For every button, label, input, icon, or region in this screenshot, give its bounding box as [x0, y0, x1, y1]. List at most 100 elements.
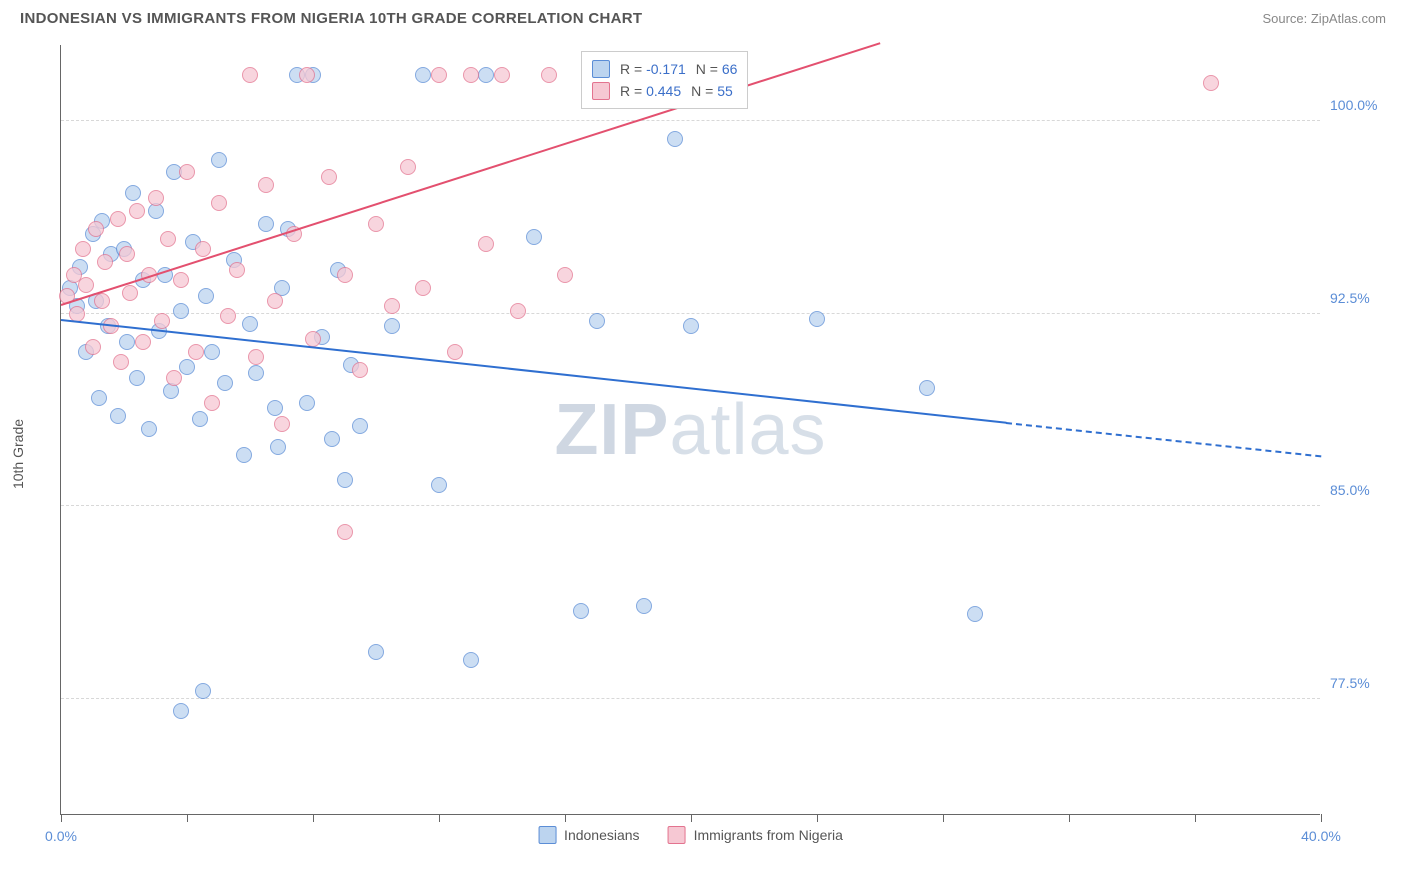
scatter-point: [510, 303, 526, 319]
x-tick: [565, 814, 566, 822]
scatter-point: [667, 131, 683, 147]
gridline: [61, 313, 1320, 314]
y-axis-label: 10th Grade: [10, 419, 26, 489]
y-tick-label: 77.5%: [1330, 675, 1400, 691]
legend-row: R = -0.171 N = 66: [592, 58, 737, 80]
scatter-point: [211, 195, 227, 211]
scatter-point: [384, 298, 400, 314]
watermark: ZIPatlas: [554, 389, 826, 471]
scatter-point: [463, 652, 479, 668]
scatter-point: [384, 318, 400, 334]
scatter-point: [94, 293, 110, 309]
legend-row: R = 0.445N = 55: [592, 80, 737, 102]
series-legend-item: Indonesians: [538, 826, 640, 844]
legend-r-label: R = -0.171: [620, 61, 686, 77]
scatter-point: [154, 313, 170, 329]
scatter-point: [211, 152, 227, 168]
scatter-point: [1203, 75, 1219, 91]
scatter-point: [478, 67, 494, 83]
scatter-point: [148, 190, 164, 206]
scatter-point: [122, 285, 138, 301]
scatter-point: [173, 703, 189, 719]
x-tick: [1195, 814, 1196, 822]
scatter-point: [119, 246, 135, 262]
legend-swatch: [538, 826, 556, 844]
scatter-point: [179, 164, 195, 180]
y-tick-label: 100.0%: [1330, 97, 1400, 113]
series-legend: Indonesians Immigrants from Nigeria: [538, 826, 843, 844]
scatter-point: [192, 411, 208, 427]
scatter-point: [166, 370, 182, 386]
scatter-point: [85, 339, 101, 355]
scatter-point: [400, 159, 416, 175]
scatter-point: [125, 185, 141, 201]
scatter-point: [526, 229, 542, 245]
scatter-point: [141, 421, 157, 437]
series-legend-item: Immigrants from Nigeria: [668, 826, 843, 844]
scatter-point: [321, 169, 337, 185]
y-tick-label: 92.5%: [1330, 290, 1400, 306]
watermark-bold: ZIP: [554, 390, 669, 470]
scatter-point: [337, 267, 353, 283]
gridline: [61, 698, 1320, 699]
scatter-point: [188, 344, 204, 360]
x-tick-label: 0.0%: [45, 828, 77, 844]
scatter-point: [337, 472, 353, 488]
correlation-legend: R = -0.171 N = 66 R = 0.445N = 55: [581, 51, 748, 109]
scatter-point: [69, 306, 85, 322]
scatter-point: [195, 683, 211, 699]
scatter-point: [415, 67, 431, 83]
legend-swatch: [668, 826, 686, 844]
scatter-point: [258, 177, 274, 193]
scatter-point: [967, 606, 983, 622]
scatter-point: [337, 524, 353, 540]
x-tick: [943, 814, 944, 822]
scatter-point: [248, 365, 264, 381]
x-tick: [187, 814, 188, 822]
scatter-point: [299, 395, 315, 411]
x-tick: [61, 814, 62, 822]
scatter-point: [110, 408, 126, 424]
scatter-point: [217, 375, 233, 391]
scatter-point: [236, 447, 252, 463]
scatter-point: [91, 390, 107, 406]
scatter-point: [173, 303, 189, 319]
scatter-point: [573, 603, 589, 619]
scatter-point: [242, 67, 258, 83]
scatter-point: [636, 598, 652, 614]
series-legend-label: Immigrants from Nigeria: [694, 827, 843, 843]
x-tick: [313, 814, 314, 822]
scatter-point: [204, 395, 220, 411]
scatter-point: [919, 380, 935, 396]
chart-title: INDONESIAN VS IMMIGRANTS FROM NIGERIA 10…: [20, 10, 642, 27]
scatter-point: [368, 644, 384, 660]
scatter-point: [113, 354, 129, 370]
scatter-point: [242, 316, 258, 332]
scatter-point: [494, 67, 510, 83]
scatter-point: [368, 216, 384, 232]
scatter-point: [809, 311, 825, 327]
scatter-point: [204, 344, 220, 360]
scatter-point: [324, 431, 340, 447]
scatter-point: [589, 313, 605, 329]
scatter-point: [258, 216, 274, 232]
scatter-point: [447, 344, 463, 360]
scatter-point: [160, 231, 176, 247]
scatter-point: [229, 262, 245, 278]
scatter-point: [431, 67, 447, 83]
scatter-point: [270, 439, 286, 455]
x-tick: [1321, 814, 1322, 822]
scatter-point: [415, 280, 431, 296]
legend-r-label: R = 0.445: [620, 83, 681, 99]
x-tick-label: 40.0%: [1301, 828, 1341, 844]
scatter-point: [541, 67, 557, 83]
legend-n-label: N = 66: [696, 61, 738, 77]
scatter-point: [88, 221, 104, 237]
scatter-point: [248, 349, 264, 365]
gridline: [61, 120, 1320, 121]
trend-line: [61, 319, 1006, 424]
scatter-point: [352, 362, 368, 378]
scatter-point: [75, 241, 91, 257]
scatter-point: [478, 236, 494, 252]
scatter-point: [198, 288, 214, 304]
